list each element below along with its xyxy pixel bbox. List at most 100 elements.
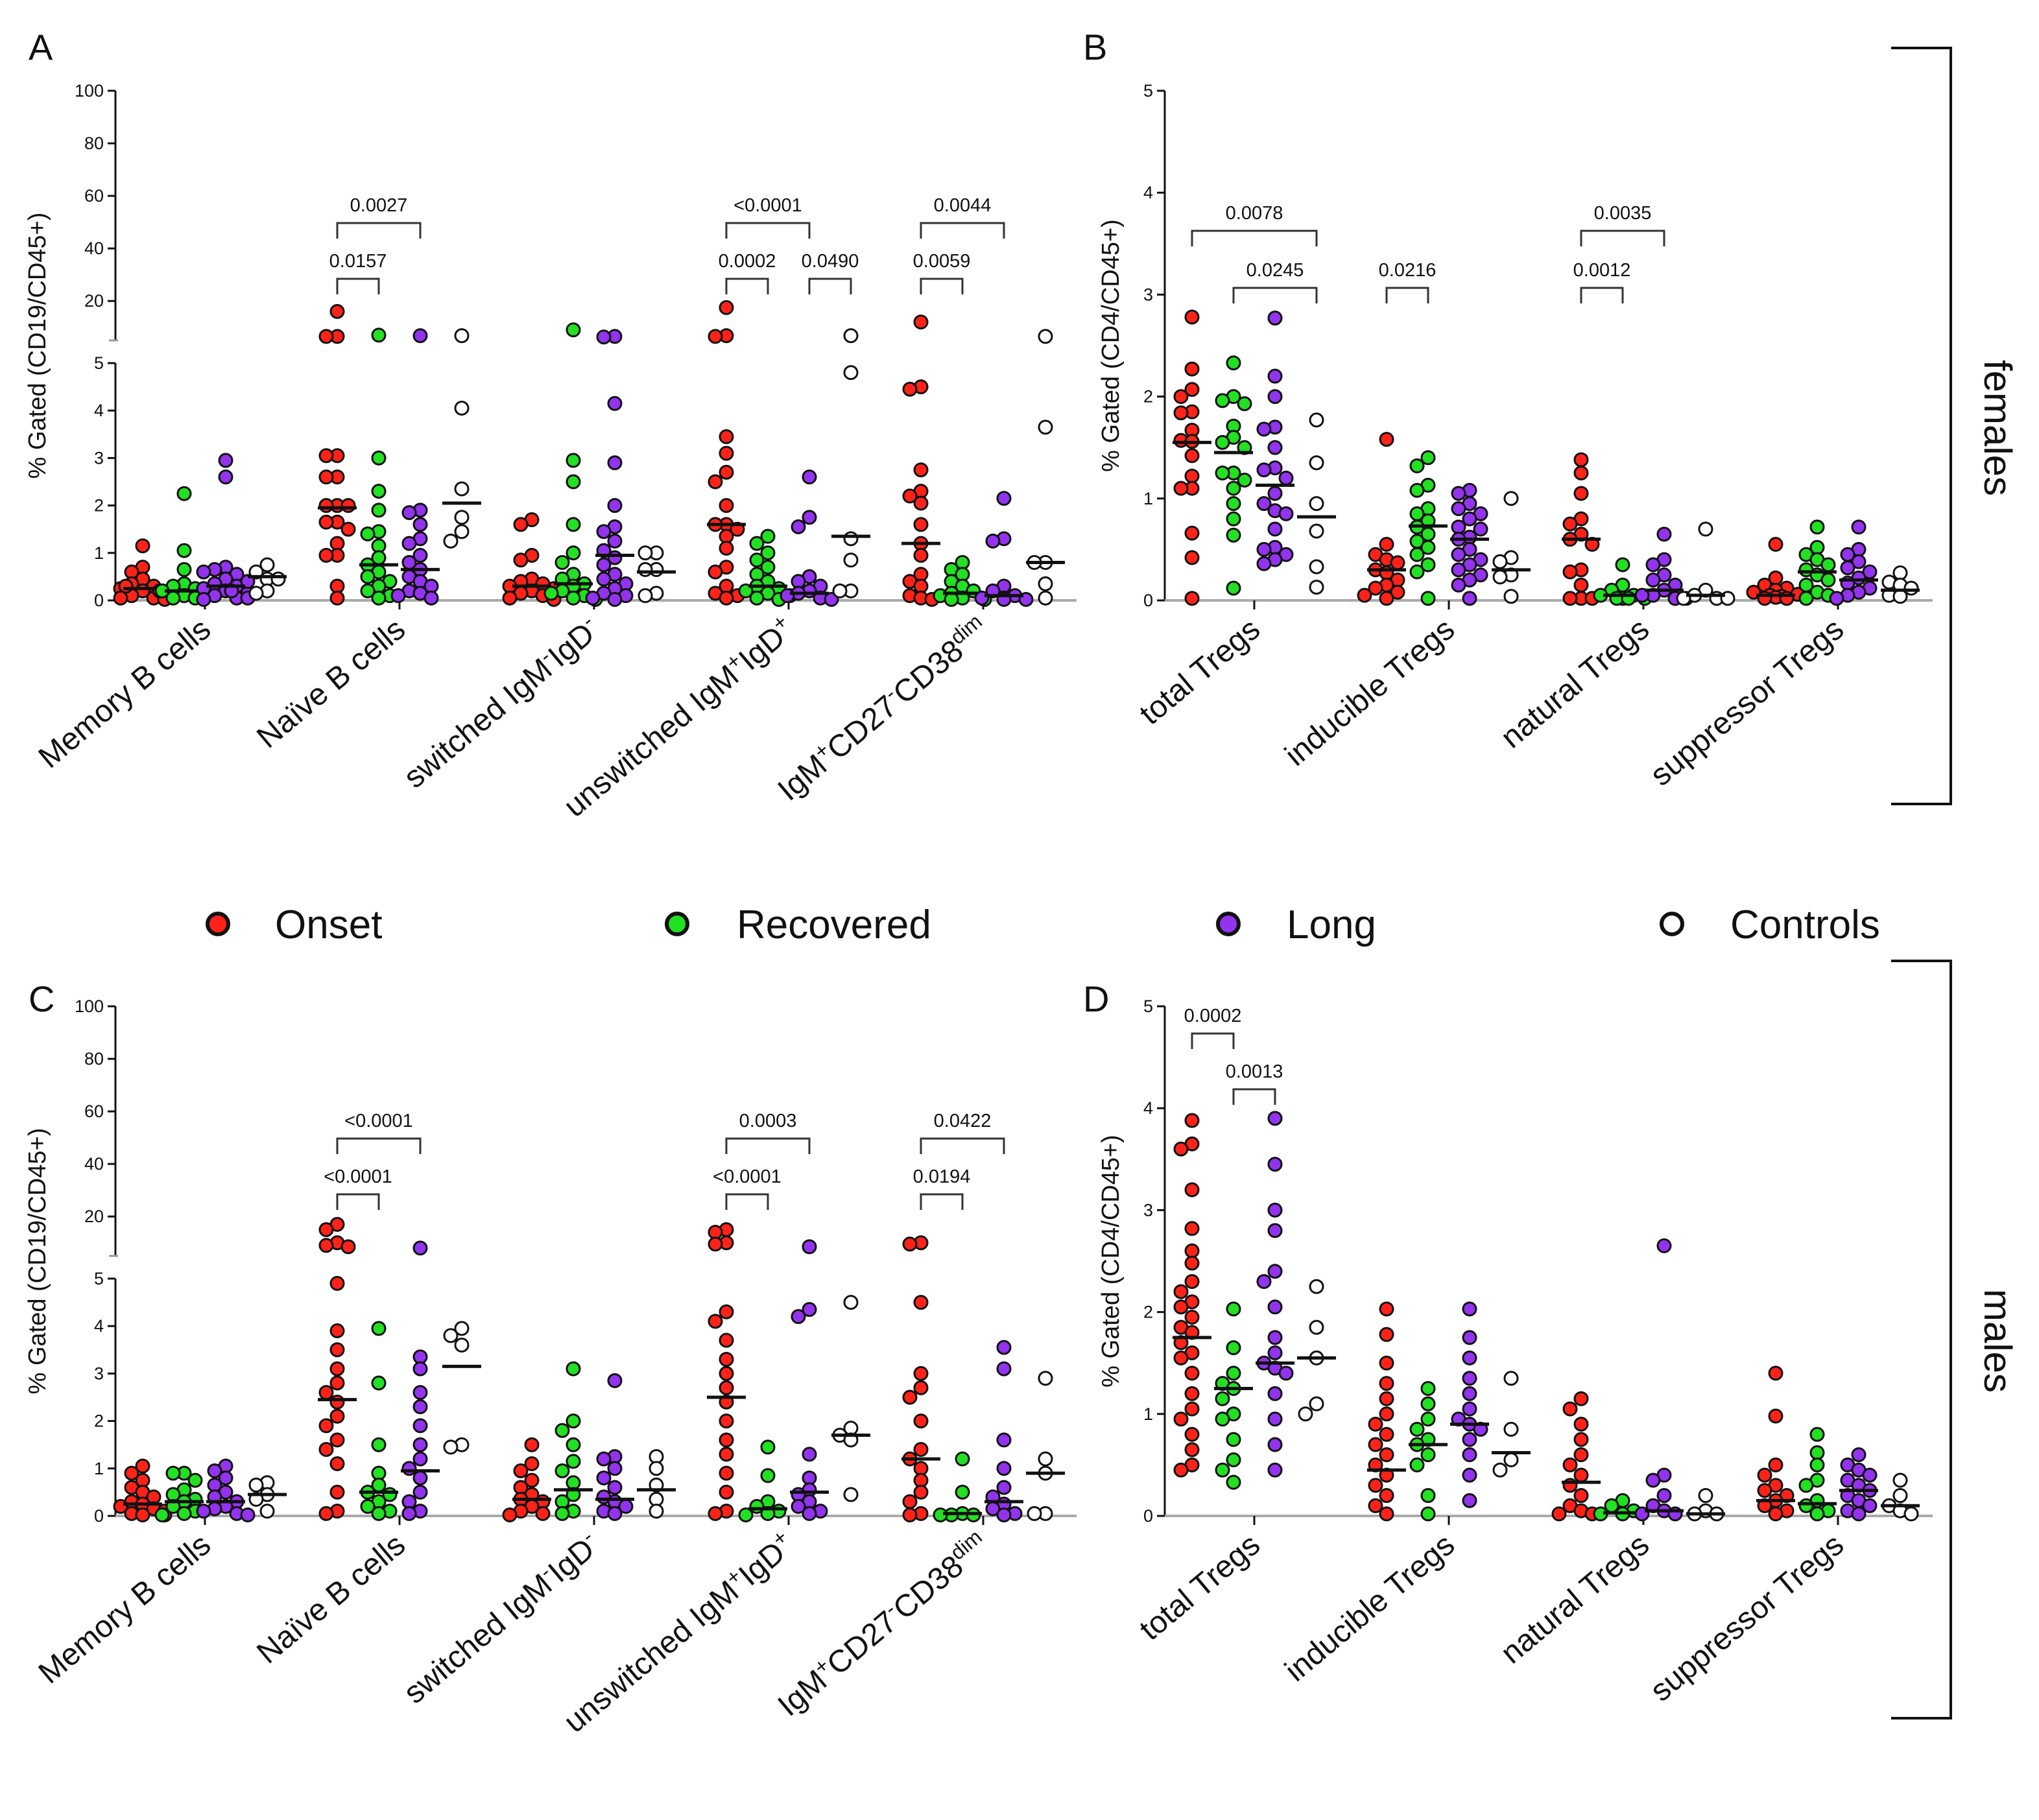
legend-label: Recovered (737, 903, 931, 947)
data-point (176, 1506, 192, 1521)
data-point (1420, 1396, 1436, 1412)
data-point (1267, 1386, 1283, 1401)
data-point (566, 474, 581, 490)
data-point (1462, 1467, 1477, 1483)
data-point (1420, 591, 1436, 606)
data-point (1420, 1412, 1436, 1427)
data-point (535, 1506, 551, 1521)
data-point (566, 590, 581, 606)
group-recovered (1409, 1381, 1448, 1522)
data-point (513, 1463, 529, 1478)
label-text: inducible Tregs (1279, 612, 1461, 773)
data-point (1027, 1506, 1042, 1521)
data-point (1309, 559, 1324, 574)
y-tick-label: 100 (75, 997, 104, 1016)
data-point (443, 1328, 459, 1343)
data-point (1184, 361, 1200, 377)
data-point (607, 396, 623, 411)
category-label: switched IgM-IgD- (396, 609, 606, 795)
data-point (1768, 1457, 1783, 1472)
panels: A% Gated (CD19/CD45+)01234520406080100Me… (24, 27, 1933, 1740)
data-point (719, 540, 734, 556)
data-point (649, 1504, 664, 1519)
p-value-label: 0.0027 (350, 195, 408, 216)
p-value-label: 0.0194 (913, 1166, 971, 1187)
data-point (248, 1477, 264, 1493)
category-label: IgM+CD27-CD38dim (769, 609, 996, 808)
p-value-label: 0.0012 (1573, 260, 1631, 281)
panel-letter: B (1083, 27, 1107, 67)
legend-item-recovered: Recovered (665, 903, 931, 947)
data-point (1184, 1255, 1200, 1271)
data-point (443, 1439, 459, 1455)
data-point (412, 547, 428, 563)
data-point (1173, 1284, 1189, 1299)
data-point (412, 1484, 428, 1500)
data-point (329, 1361, 345, 1377)
data-point (1379, 1376, 1394, 1391)
data-point (454, 1337, 470, 1353)
data-point (985, 534, 1001, 549)
group-controls (1686, 1488, 1725, 1522)
data-point (1267, 311, 1283, 326)
category-label: IgM+CD27-CD38dim (769, 1525, 996, 1723)
y-tick-label: 1 (94, 543, 104, 563)
data-point (1634, 587, 1650, 603)
group-long (984, 1340, 1023, 1523)
label-text: total Tregs (1133, 612, 1267, 732)
data-point (843, 1295, 859, 1310)
label-text: switched IgM (398, 1568, 559, 1711)
data-point (1278, 506, 1294, 521)
data-point (1409, 482, 1425, 498)
y-tick-label: 80 (84, 1049, 104, 1069)
data-point (1038, 1371, 1053, 1386)
data-point (1462, 1493, 1477, 1508)
data-point (1226, 355, 1241, 371)
data-point (607, 1461, 623, 1476)
data-point (259, 557, 275, 573)
data-point (412, 1385, 428, 1400)
label-text: Naïve B cells (250, 1528, 412, 1671)
group-controls (1026, 1371, 1065, 1521)
data-point (791, 519, 806, 535)
data-point (1892, 1488, 1908, 1504)
data-point (371, 590, 387, 606)
legend: Onset Recovered Long Controls (206, 903, 1880, 947)
data-point (329, 303, 345, 319)
data-point (719, 445, 734, 461)
significance-bracket (725, 278, 769, 294)
sex-brackets: females males (1891, 47, 2020, 1720)
data-point (524, 1472, 540, 1488)
y-tick-label: 40 (84, 1154, 104, 1174)
group-recovered (154, 1465, 204, 1523)
group-long (196, 453, 256, 608)
group-recovered (1409, 450, 1448, 606)
data-point (607, 498, 623, 514)
label-text: Memory B cells (32, 1528, 217, 1690)
data-point (1184, 1401, 1200, 1417)
data-point (760, 1439, 776, 1455)
data-point (1173, 1350, 1189, 1365)
data-point (401, 1506, 417, 1521)
data-point (902, 1507, 918, 1523)
data-point (1562, 516, 1578, 532)
data-point (1573, 577, 1589, 593)
group-onset (1357, 432, 1406, 606)
data-point (340, 1239, 356, 1255)
data-point (1573, 1391, 1589, 1406)
group-recovered (1214, 1301, 1253, 1490)
data-point (1267, 1111, 1283, 1126)
p-value-label: <0.0001 (344, 1111, 413, 1131)
data-point (802, 469, 817, 485)
data-point (318, 547, 334, 563)
data-point (902, 1236, 918, 1252)
data-point (780, 588, 795, 604)
data-point (1892, 1472, 1908, 1488)
data-point (401, 1461, 417, 1476)
data-point (318, 1238, 334, 1253)
group-controls (442, 328, 481, 549)
data-point (1173, 389, 1189, 405)
group-recovered (359, 1321, 398, 1521)
label-text: suppressor Tregs (1644, 1528, 1850, 1708)
data-point (1226, 1432, 1241, 1447)
